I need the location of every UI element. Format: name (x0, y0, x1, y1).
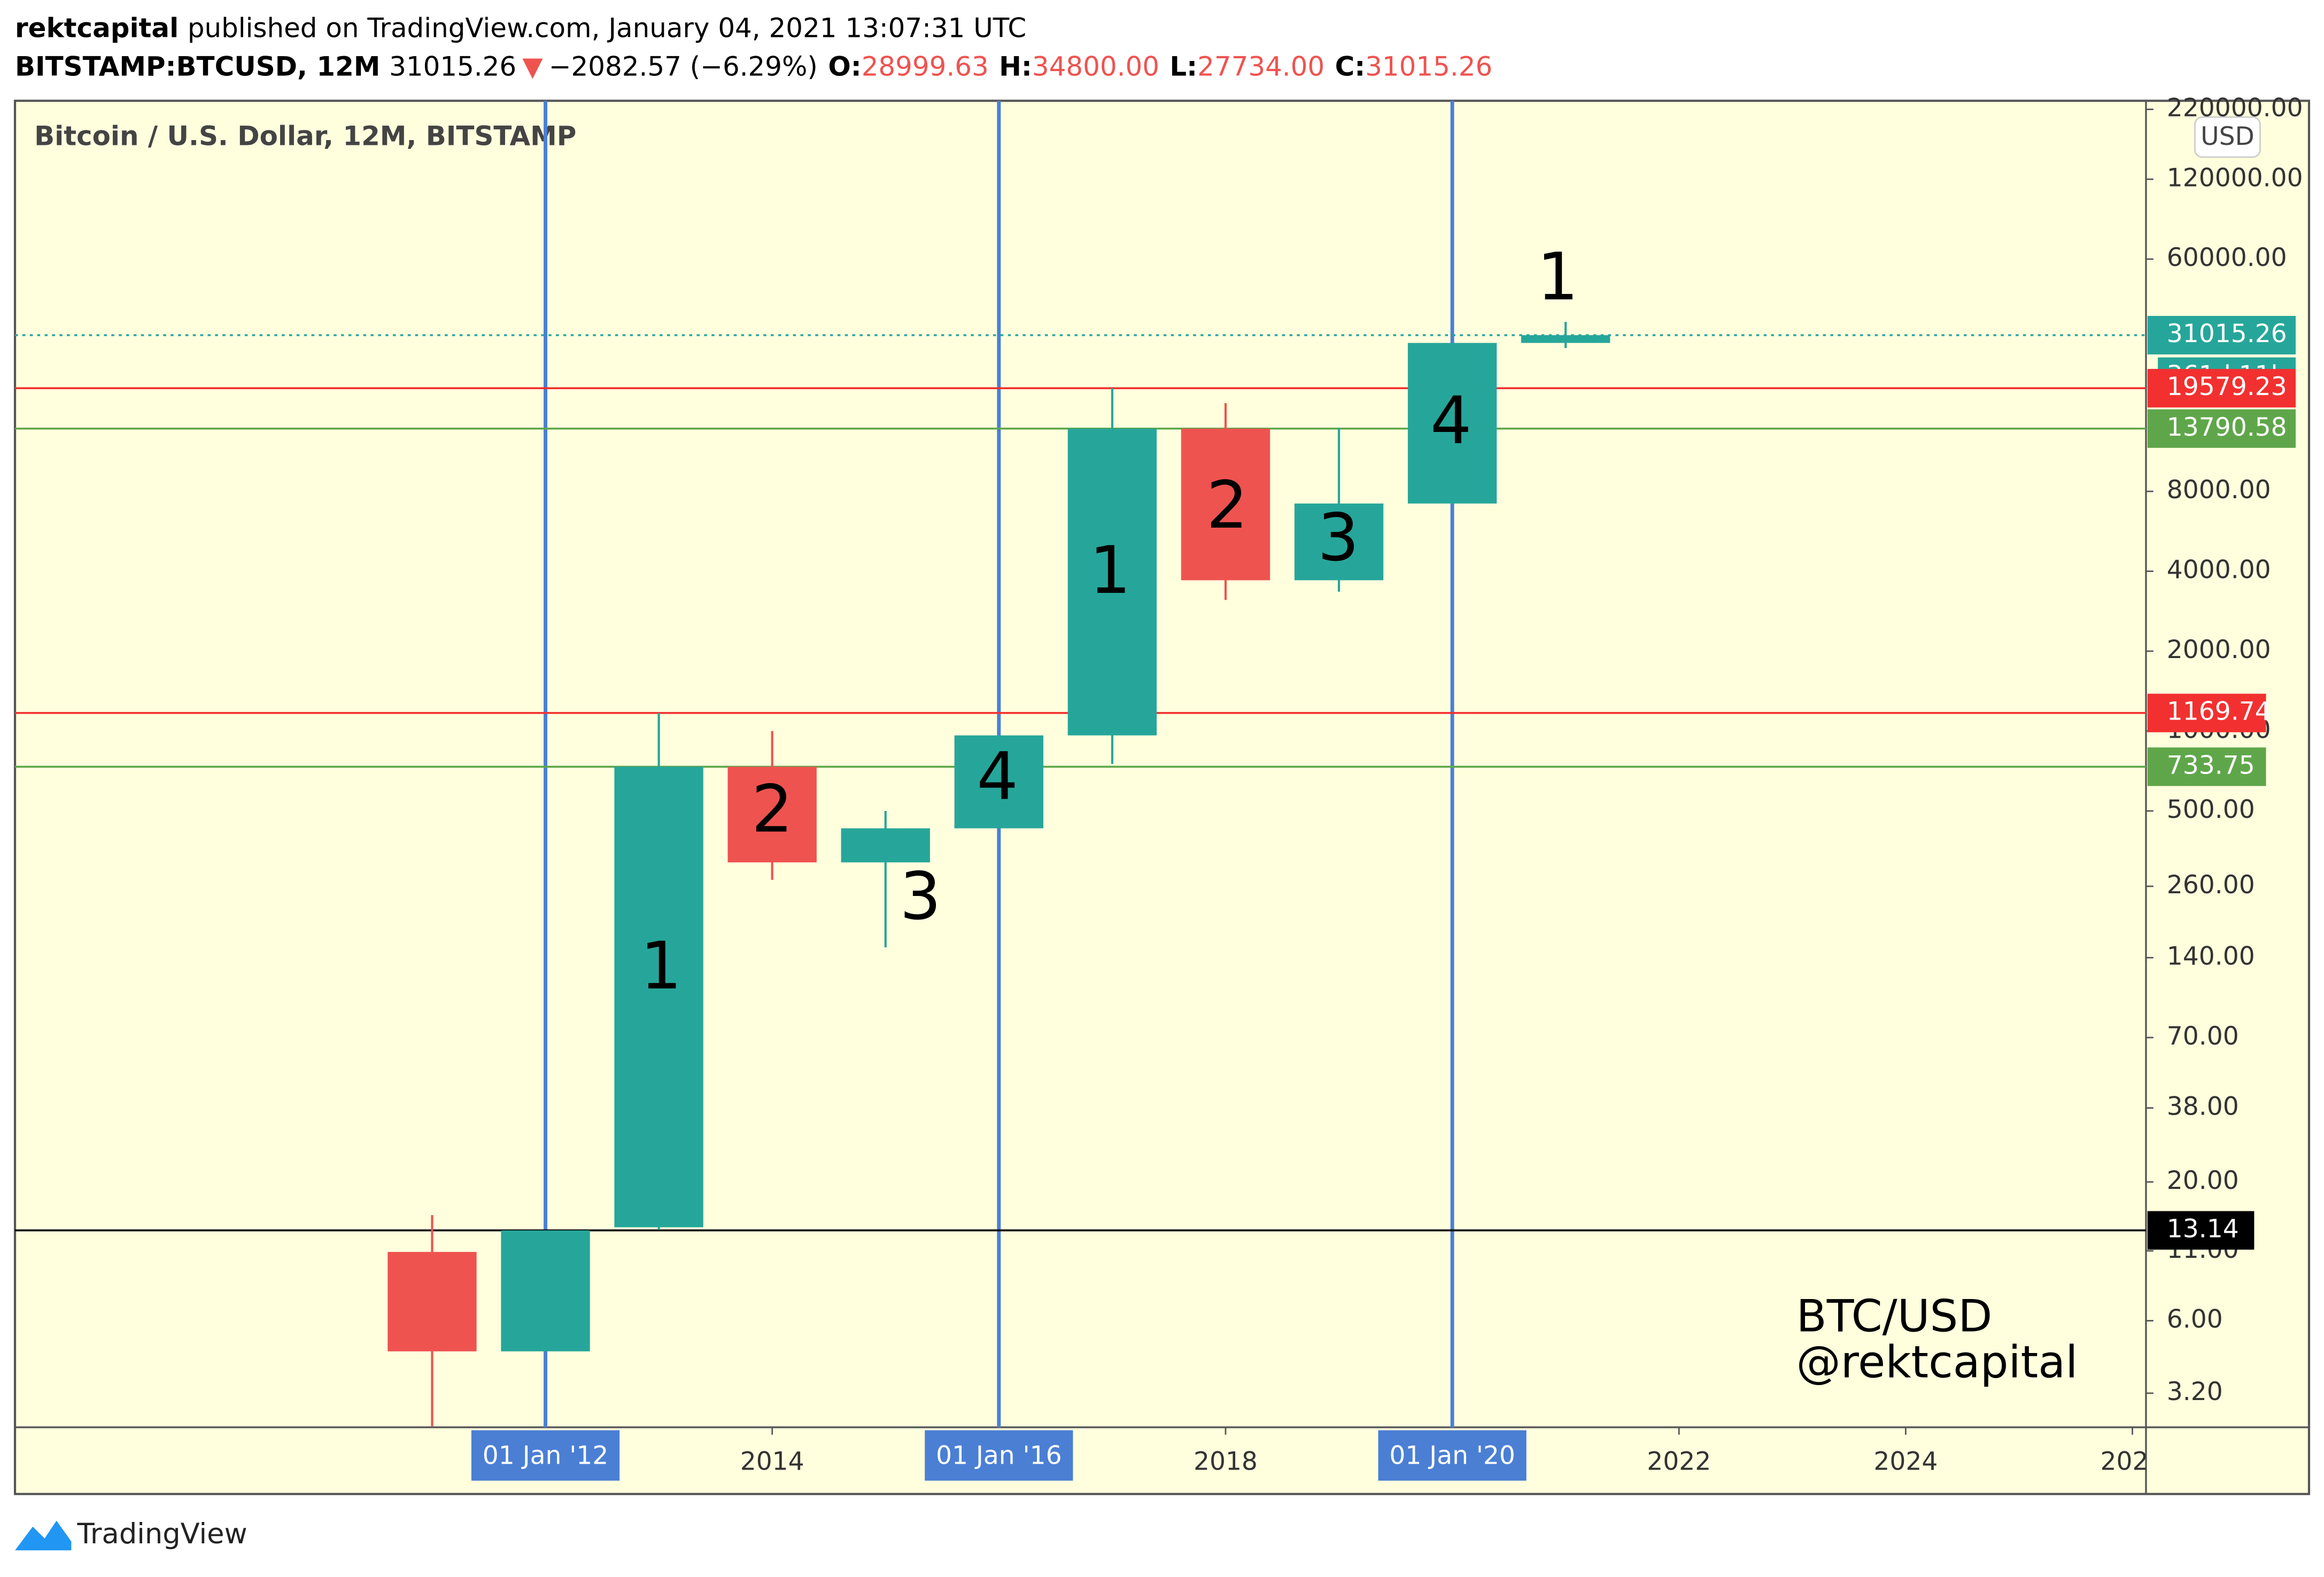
candle-body (727, 767, 817, 863)
y-tick-label: 20.00 (2167, 1166, 2239, 1195)
symbol: BITSTAMP:BTCUSD, 12M (15, 51, 380, 82)
price-label-box (2147, 369, 2296, 408)
y-tick-label: 3.20 (2167, 1377, 2223, 1406)
x-tick-label: 01 Jan '20 (1389, 1441, 1515, 1470)
price-label-box (2147, 747, 2266, 786)
price-label-box (2147, 1211, 2255, 1250)
cycle-label: 2 (1206, 467, 1248, 543)
price-label: 13.14 (2167, 1215, 2239, 1244)
price-label: 733.75 (2167, 751, 2255, 780)
ohlc-label: L: (1169, 51, 1197, 82)
cycle-label: 1 (1537, 239, 1578, 315)
author: rektcapital (15, 12, 179, 43)
cycle-label: 3 (1318, 500, 1359, 576)
x-tick-label: 01 Jan '12 (483, 1441, 609, 1470)
ohlc-label: O: (828, 51, 861, 82)
symbol-line: BITSTAMP:BTCUSD, 12M 31015.26 ▼ −2082.57 (−… (15, 51, 1492, 82)
cycle-label: 4 (977, 738, 1018, 814)
y-tick-label: 60000.00 (2167, 243, 2287, 273)
y-tick-label: 500.00 (2167, 795, 2255, 824)
watermark: BTC/USD (1796, 1290, 1993, 1342)
x-tick-highlight (471, 1430, 620, 1481)
y-tick-label: 220000.00 (2167, 94, 2303, 123)
x-tick-label: 2026 (2101, 1447, 2165, 1476)
price-label: 1169.74 (2167, 697, 2271, 726)
candle-body (1181, 428, 1271, 581)
y-tick-label: 38.00 (2167, 1092, 2239, 1122)
plot (15, 101, 2146, 1427)
candle-body (1521, 335, 1610, 343)
candle-body (1407, 343, 1497, 504)
change-arrow: ▼ (522, 51, 543, 82)
currency: USD (2201, 122, 2255, 151)
currency-box (2194, 116, 2261, 158)
candle-body (1067, 428, 1157, 736)
y-tick-label: 140.00 (2167, 941, 2255, 971)
last-price: 31015.26 (389, 51, 516, 82)
ohlc-value: 28999.63 (862, 51, 989, 82)
cycle-label: 1 (640, 928, 682, 1004)
price-label: 13790.58 (2167, 413, 2287, 442)
y-tick-label: 260.00 (2167, 870, 2255, 900)
x-tick-label: 01 Jan '16 (936, 1441, 1062, 1470)
ohlc-value: 27734.00 (1197, 51, 1324, 82)
price-label-box (2147, 315, 2296, 355)
x-tick-label: 2014 (740, 1447, 804, 1476)
y-tick-label: 6.00 (2167, 1305, 2223, 1334)
x-tick-highlight (1378, 1430, 1527, 1481)
candle-body (954, 735, 1043, 829)
x-tick-label: 2024 (1873, 1447, 1938, 1476)
chart-frame (13, 99, 2311, 1495)
ohlc-value: 34800.00 (1032, 51, 1159, 82)
cycle-label: 3 (900, 859, 941, 934)
price-label: 31015.26 (2167, 319, 2287, 349)
candle-body (388, 1251, 477, 1351)
brand-logo (15, 1520, 72, 1551)
footer-brand: TradingView (76, 1518, 247, 1550)
publish-line: rektcapital published on TradingView.com,… (15, 12, 1026, 43)
x-tick-label: 2022 (1647, 1447, 1711, 1476)
x-tick-highlight (925, 1430, 1073, 1481)
y-tick-label: 70.00 (2167, 1022, 2239, 1051)
watermark: @rektcapital (1796, 1336, 2078, 1388)
x-tick-label: 2018 (1194, 1447, 1258, 1476)
cycle-label: 2 (752, 771, 793, 847)
price-label: 19579.23 (2167, 372, 2287, 401)
candle-body (841, 828, 930, 863)
candle-body (1294, 503, 1384, 581)
candle-body (614, 767, 703, 1227)
y-tick-label: 8000.00 (2167, 475, 2271, 505)
ohlc-label: C: (1335, 51, 1366, 82)
change: −2082.57 (−6.29%) (549, 51, 818, 82)
ohlc-label: H: (999, 51, 1032, 82)
y-tick-label: 120000.00 (2167, 163, 2303, 192)
price-label-box (2147, 693, 2266, 732)
price-label-box (2147, 409, 2296, 448)
ohlc-value: 31015.26 (1365, 51, 1492, 82)
chart-title: Bitcoin / U.S. Dollar, 12M, BITSTAMP (34, 120, 576, 151)
cycle-label: 4 (1430, 383, 1472, 459)
y-tick-label: 4000.00 (2167, 555, 2271, 585)
cycle-label: 1 (1089, 532, 1131, 608)
published: published on TradingView.com, January 04… (188, 12, 1026, 43)
y-tick-label: 2000.00 (2167, 635, 2271, 664)
candle-body (501, 1230, 590, 1351)
